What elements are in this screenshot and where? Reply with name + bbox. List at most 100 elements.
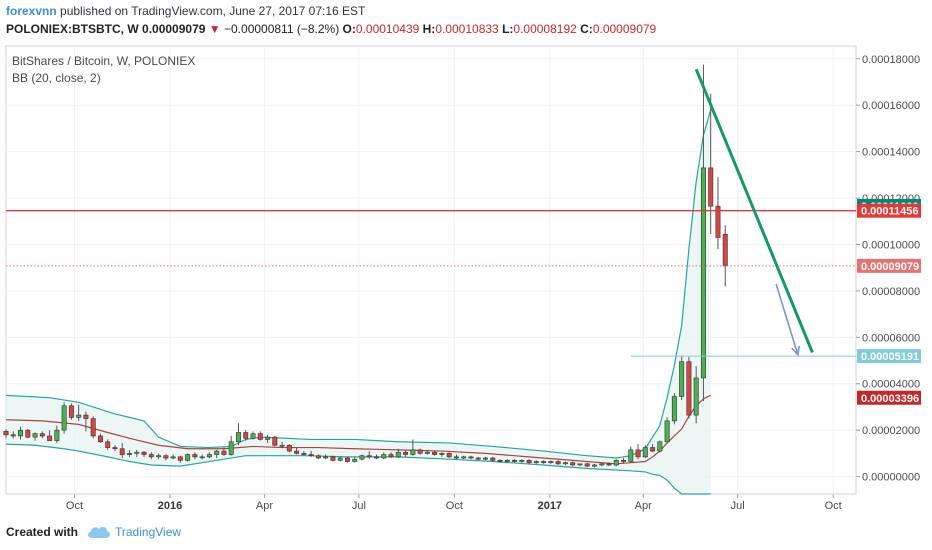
candle-body	[170, 456, 176, 459]
candle-body	[606, 463, 612, 466]
low-value: 0.00008192	[513, 22, 577, 36]
candle-body	[526, 460, 532, 463]
high-label: H:	[422, 22, 436, 36]
candle-body	[642, 447, 648, 458]
bb-basis-line	[5, 394, 711, 465]
candle-body	[562, 462, 568, 465]
symbol-label: POLONIEX:BTSBTC, W	[6, 22, 139, 36]
x-tick-label: Jul	[731, 500, 745, 512]
indicator-label[interactable]: BB (20, close, 2)	[12, 71, 101, 85]
candle-body	[279, 444, 285, 447]
candle-body	[10, 434, 16, 437]
x-tick-label: Oct	[446, 500, 463, 512]
candle-body	[628, 449, 634, 462]
candle-body	[599, 463, 605, 466]
candle-body	[548, 461, 554, 463]
candle-body	[199, 456, 205, 459]
candle-body	[286, 444, 292, 452]
author-name[interactable]: forexvnn	[6, 4, 57, 18]
bb-lower-line	[5, 443, 711, 495]
y-tick-label: 0.00010000	[862, 239, 920, 251]
candle-body	[432, 451, 438, 455]
candle-body	[446, 453, 452, 458]
candle-body	[570, 462, 576, 466]
bb-upper-line	[5, 109, 712, 459]
candle-body	[483, 457, 488, 460]
candle-body	[250, 433, 256, 439]
candle-body	[3, 431, 9, 436]
candle-body	[439, 453, 445, 455]
open-value: 0.00010439	[355, 22, 420, 36]
candle-body	[679, 361, 685, 397]
trend-line[interactable]	[694, 68, 814, 353]
x-tick-label: 2017	[538, 500, 562, 512]
time-axis[interactable]: Oct 2016 Apr Jul Oct 2017 Apr Jul Oct	[66, 494, 842, 512]
candle-body	[722, 233, 728, 267]
candle-body	[671, 396, 677, 422]
candle-body	[148, 454, 154, 458]
forecast-arrow[interactable]	[775, 283, 799, 355]
drawings[interactable]	[694, 68, 814, 357]
price-label-text: 0.00003396	[861, 393, 919, 405]
price-axis[interactable]: 0.000180000.000160000.000140000.00012000…	[856, 54, 920, 484]
x-tick-label: Jul	[352, 500, 366, 512]
y-tick-label: 0.00002000	[862, 425, 920, 437]
candle-body	[265, 436, 271, 440]
candle-body	[424, 451, 430, 454]
candle-body	[177, 456, 183, 461]
price-label-text: 0.00009079	[861, 261, 919, 273]
price-change: −0.00000811 (−8.2%)	[224, 22, 340, 36]
candle-body	[90, 418, 96, 437]
candle-body	[700, 167, 706, 379]
candle-body	[403, 451, 409, 455]
candles	[3, 64, 728, 468]
candle-body	[206, 454, 212, 458]
candle-body	[330, 456, 336, 461]
horizontal-lines[interactable]	[6, 210, 856, 357]
x-tick-label: Oct	[66, 500, 83, 512]
candle-body	[388, 454, 394, 458]
candle-body	[715, 205, 721, 238]
created-with-label: Created with	[6, 525, 79, 539]
candle-body	[381, 454, 387, 459]
publish-info: forexvnn published on TradingView.com, J…	[6, 4, 365, 18]
candle-body	[235, 432, 241, 443]
x-tick-label: Apr	[256, 500, 273, 512]
plot-area[interactable]	[5, 45, 857, 495]
candle-body	[635, 449, 641, 458]
price-chart[interactable]: BitShares / Bitcoin, W, POLONIEX BB (20,…	[0, 0, 932, 520]
candle-body	[613, 460, 619, 466]
candle-body	[243, 432, 249, 439]
price-label-box	[857, 390, 921, 405]
close-value: 0.00009079	[592, 22, 657, 36]
change-arrow-icon: ▼	[208, 22, 221, 36]
y-tick-label: 0.00016000	[862, 100, 920, 112]
candle-body	[156, 455, 162, 458]
y-tick-label: 0.00018000	[862, 54, 920, 66]
forecast-arrow-head[interactable]	[791, 345, 801, 357]
close-label: C:	[580, 22, 593, 36]
price-labels: 0.000116600.000114560.000090790.00005191…	[857, 198, 921, 405]
candle-body	[294, 450, 300, 454]
high-value: 0.00010833	[435, 22, 499, 36]
candle-body	[344, 457, 350, 462]
published-text: published on TradingView.com, June 27, 2…	[60, 4, 366, 18]
price-label-box	[857, 349, 921, 364]
candle-body	[461, 456, 467, 459]
candle-body	[68, 405, 74, 418]
candle-body	[315, 455, 321, 459]
price-label-text: 0.00011456	[861, 206, 919, 218]
candle-body	[708, 167, 714, 207]
candle-body	[374, 456, 379, 459]
candle-body	[541, 461, 547, 463]
candle-body	[76, 414, 82, 418]
candle-body	[468, 456, 474, 459]
y-tick-label: 0.00006000	[862, 332, 920, 344]
candle-body	[127, 453, 132, 455]
tradingview-link[interactable]: TradingView	[115, 525, 182, 539]
candle-body	[512, 460, 518, 462]
candle-body	[214, 450, 220, 455]
candle-body	[577, 463, 583, 466]
tradingview-cloud-icon[interactable]	[86, 524, 112, 540]
candle-body	[519, 460, 525, 462]
